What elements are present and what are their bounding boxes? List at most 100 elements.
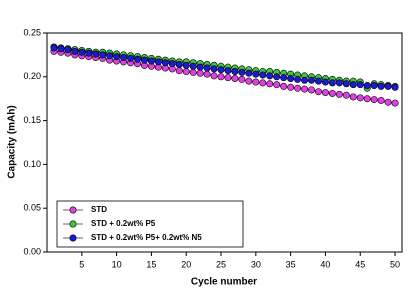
data-point — [294, 84, 302, 92]
data-point — [245, 69, 253, 77]
data-point — [259, 79, 267, 87]
data-point — [92, 50, 100, 58]
data-point — [314, 77, 322, 85]
data-point — [342, 91, 350, 99]
y-tick-label: 0.15 — [23, 115, 41, 125]
y-axis-title: Capacity (mAh) — [7, 105, 18, 178]
data-point — [391, 83, 399, 91]
data-point — [217, 66, 225, 74]
data-point — [349, 81, 357, 89]
data-point — [356, 81, 364, 89]
data-point — [321, 89, 329, 97]
data-point — [370, 82, 378, 90]
data-point — [349, 93, 357, 101]
data-point — [384, 82, 392, 90]
data-point — [196, 63, 204, 71]
data-point — [259, 71, 267, 79]
data-point — [301, 85, 309, 93]
data-point — [391, 99, 399, 107]
data-point — [252, 70, 260, 78]
data-point — [301, 76, 309, 84]
data-point — [64, 46, 72, 54]
x-tick-label: 15 — [146, 259, 156, 269]
data-point — [217, 73, 225, 81]
data-point — [168, 60, 176, 68]
data-point — [161, 59, 169, 67]
data-point — [182, 68, 190, 76]
data-point — [113, 53, 121, 61]
data-point — [363, 82, 371, 90]
data-point — [57, 45, 65, 53]
data-point — [175, 67, 183, 75]
data-point — [133, 55, 141, 63]
x-tick-label: 30 — [251, 259, 261, 269]
data-point — [328, 89, 336, 97]
data-point — [224, 67, 232, 75]
data-point — [294, 75, 302, 83]
y-tick-label: 0.20 — [23, 71, 41, 81]
data-point — [224, 74, 232, 82]
x-tick-label: 25 — [216, 259, 226, 269]
data-point — [238, 68, 246, 76]
legend-box — [56, 200, 244, 248]
data-point — [120, 54, 128, 62]
y-tick-label: 0.05 — [23, 203, 41, 213]
y-tick-label: 0.00 — [23, 246, 41, 256]
data-point — [189, 68, 197, 76]
data-point — [78, 48, 86, 56]
data-point — [287, 75, 295, 83]
x-tick-label: 50 — [390, 259, 400, 269]
data-point — [238, 75, 246, 83]
x-tick-label: 35 — [286, 259, 296, 269]
legend-label: STD + 0.2wt% P5 — [91, 219, 156, 228]
plot-frame — [46, 32, 403, 253]
data-point — [308, 86, 316, 94]
data-point — [266, 72, 274, 80]
data-point — [50, 44, 58, 52]
legend-marker — [69, 220, 77, 228]
x-tick-label: 45 — [355, 259, 365, 269]
data-point — [154, 58, 162, 66]
data-point — [210, 65, 218, 73]
data-point — [231, 68, 239, 76]
data-point — [273, 73, 281, 81]
data-point — [363, 95, 371, 103]
legend-label: STD + 0.2wt% P5+ 0.2wt% N5 — [91, 233, 202, 242]
x-tick-label: 10 — [112, 259, 122, 269]
data-point — [106, 52, 114, 60]
data-point — [175, 61, 183, 69]
data-point — [196, 69, 204, 77]
data-point — [335, 79, 343, 87]
x-tick-label: 5 — [79, 259, 84, 269]
x-axis-title: Cycle number — [191, 277, 257, 288]
data-point — [99, 51, 107, 59]
data-point — [287, 83, 295, 91]
data-point — [280, 82, 288, 90]
data-point — [252, 78, 260, 86]
data-point — [280, 74, 288, 82]
data-point — [231, 75, 239, 83]
data-point — [308, 76, 316, 84]
data-point — [140, 56, 148, 64]
data-point — [377, 82, 385, 90]
legend-marker — [69, 234, 77, 242]
legend-marker — [69, 206, 77, 214]
data-point — [342, 80, 350, 88]
data-point — [384, 98, 392, 106]
data-point — [377, 96, 385, 104]
data-point — [71, 47, 79, 55]
data-point — [314, 88, 322, 96]
data-point — [266, 80, 274, 88]
data-point — [335, 90, 343, 98]
data-point — [356, 94, 364, 102]
data-point — [370, 96, 378, 104]
data-point — [328, 79, 336, 87]
x-tick-label: 20 — [181, 259, 191, 269]
x-tick-label: 40 — [320, 259, 330, 269]
y-tick-label: 0.10 — [23, 159, 41, 169]
data-point — [203, 70, 211, 78]
data-point — [203, 64, 211, 72]
data-point — [147, 57, 155, 65]
